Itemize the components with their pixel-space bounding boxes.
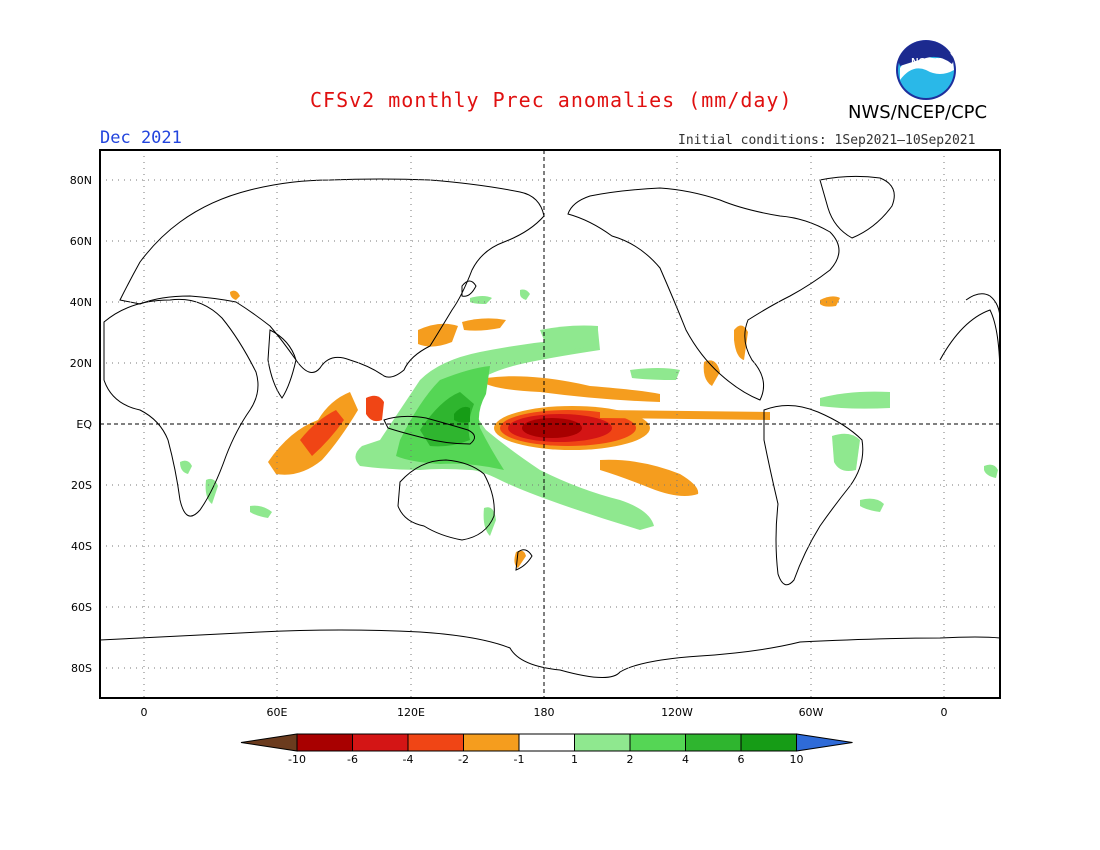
noaa-logo: NOAA: [896, 40, 956, 100]
legend-tick-label: -10: [288, 753, 306, 766]
legend-box: [574, 733, 631, 752]
legend-tick-label: -2: [458, 753, 469, 766]
legend-box: [463, 733, 520, 752]
lat-label: 20S: [71, 479, 92, 492]
legend-box: [740, 733, 797, 752]
lon-label: 60W: [799, 706, 824, 719]
lat-label: 80S: [71, 662, 92, 675]
lon-label: 0: [141, 706, 148, 719]
valid-month-label: Dec 2021: [100, 128, 182, 148]
legend-box: [296, 733, 353, 752]
lat-label: 60N: [70, 235, 92, 248]
lat-label: 40N: [70, 296, 92, 309]
lon-label: 180: [534, 706, 555, 719]
legend-tick-label: 6: [738, 753, 745, 766]
legend-box: [629, 733, 686, 752]
lon-label: 60E: [267, 706, 288, 719]
lat-labels: 80N 60N 40N 20N EQ 20S 40S 60S 80S: [70, 174, 93, 675]
lon-label: 120E: [397, 706, 425, 719]
lat-label: 40S: [71, 540, 92, 553]
lat-label: 20N: [70, 357, 92, 370]
lon-label: 0: [941, 706, 948, 719]
lat-label: 60S: [71, 601, 92, 614]
coastlines: [99, 175, 1001, 679]
legend-box: [407, 733, 464, 752]
legend-tick-label: -1: [514, 753, 525, 766]
map-frame: [99, 149, 1001, 699]
anomaly-fields: [180, 289, 998, 568]
legend-box: [352, 733, 409, 752]
legend-boxes: [240, 733, 853, 752]
legend-tick-label: 1: [571, 753, 578, 766]
legend-box: [518, 733, 575, 752]
legend-arrow-low: [240, 733, 298, 752]
lat-label: EQ: [76, 418, 92, 431]
legend-tick-label: -4: [403, 753, 414, 766]
graticule: [100, 150, 1000, 698]
noaa-logo-text: NOAA: [911, 57, 940, 68]
legend-tick-label: 2: [627, 753, 634, 766]
equator-dateline: [100, 150, 1000, 698]
legend-arrow-high: [796, 733, 853, 752]
ic-range: 1Sep2021—10Sep2021: [834, 133, 976, 148]
ic-label: Initial conditions:: [678, 133, 827, 148]
lat-label: 80N: [70, 174, 92, 187]
legend-tick-labels: -10 -6 -4 -2 -1 1 2 4 6 10: [288, 753, 803, 766]
legend-tick-label: 10: [790, 753, 804, 766]
legend-box: [685, 733, 742, 752]
legend-tick-label: 4: [682, 753, 689, 766]
initial-conditions-label: Initial conditions: 1Sep2021—10Sep2021: [678, 133, 975, 148]
legend-tick-label: -6: [347, 753, 358, 766]
map-title: CFSv2 monthly Prec anomalies (mm/day): [310, 88, 793, 112]
agency-label: NWS/NCEP/CPC: [848, 102, 988, 123]
lon-labels: 0 60E 120E 180 120W 60W 0: [141, 706, 948, 719]
precip-anomaly-map: 80N 60N 40N 20N EQ 20S 40S 60S 80S 0 60E…: [70, 149, 1001, 719]
lon-label: 120W: [661, 706, 693, 719]
